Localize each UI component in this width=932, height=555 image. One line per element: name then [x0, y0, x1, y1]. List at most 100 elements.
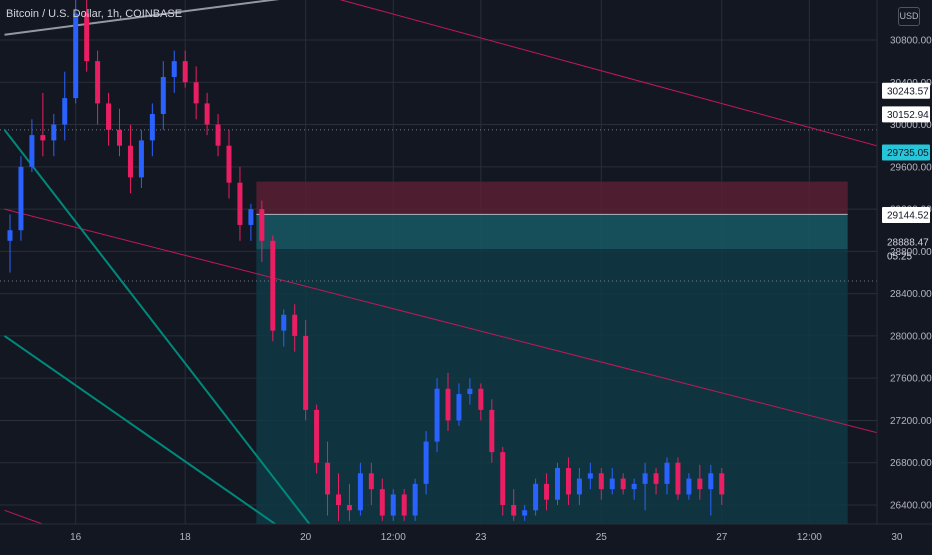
time-tick-label: 25	[596, 532, 608, 543]
candles	[7, 0, 725, 521]
candle-body	[664, 462, 670, 484]
candle-body	[149, 113, 155, 141]
time-axis[interactable]: 16 18 20 12:00 23 25 27 12:00 30	[0, 523, 932, 550]
candle-body	[412, 483, 418, 516]
candle-body	[434, 388, 440, 442]
price-tick-label: 27600.00	[890, 374, 932, 385]
candle-body	[631, 483, 637, 490]
price-tick-label: 26400.00	[890, 501, 932, 512]
candle-body	[467, 388, 473, 395]
candle-body	[259, 209, 265, 241]
take-profit-zone[interactable]	[256, 249, 848, 524]
trendline-pink[interactable]	[333, 0, 932, 172]
time-axis-bg[interactable]	[0, 524, 932, 550]
candle-body	[292, 314, 298, 336]
time-tick-label: 12:00	[797, 532, 822, 543]
candle-body	[7, 230, 13, 241]
candle-body	[489, 409, 495, 453]
candle-body	[29, 135, 35, 167]
candle-body	[642, 473, 648, 484]
candle-body	[204, 103, 210, 125]
candle-body	[719, 473, 725, 495]
candle-body	[544, 483, 550, 500]
price-tag	[882, 82, 930, 99]
candle-body	[522, 510, 528, 516]
trendline-pink[interactable]	[4, 509, 49, 527]
candle-body	[456, 394, 462, 421]
candle-body	[160, 76, 166, 114]
candle-body	[500, 452, 506, 505]
price-tag-text: 05:25	[887, 252, 912, 263]
time-tick-label: 18	[180, 532, 192, 543]
candle-body	[511, 505, 517, 516]
price-tag	[882, 106, 930, 123]
time-tick-label: 12:00	[381, 532, 406, 543]
candle-body	[303, 335, 309, 410]
price-axis[interactable]: 30800.0030400.0030000.0029600.0029200.00…	[876, 0, 932, 550]
candle-body	[609, 478, 615, 490]
price-tick-label: 27200.00	[890, 416, 932, 427]
price-tick-label: 30800.00	[890, 36, 932, 47]
trendlines[interactable]	[3, 0, 932, 527]
candle-body	[587, 473, 593, 479]
candle-body	[533, 483, 539, 511]
candle-body	[270, 240, 276, 331]
price-tag-text: 30243.57	[887, 86, 929, 97]
candle-body	[18, 166, 24, 231]
price-tick-label: 30000.00	[890, 120, 932, 131]
candle-body	[51, 124, 57, 141]
time-tick-label: 30	[891, 532, 903, 543]
price-tag-text: 30152.94	[887, 110, 929, 121]
candle-body	[193, 82, 199, 104]
candle-body	[237, 182, 243, 225]
price-tick-label: 29600.00	[890, 162, 932, 173]
candle-body	[708, 473, 714, 490]
candle-body	[697, 478, 703, 490]
time-tick-label: 20	[300, 532, 312, 543]
candle-body	[215, 124, 221, 146]
candle-body	[171, 61, 177, 77]
candle-body	[565, 468, 571, 495]
candle-body	[325, 462, 331, 495]
price-tag-text: 29735.05	[887, 148, 929, 159]
trendline-gray[interactable]	[4, 0, 290, 36]
candle-body	[95, 61, 101, 104]
candle-body	[675, 462, 681, 495]
trendline-pink[interactable]	[4, 208, 932, 457]
candle-body	[478, 388, 484, 410]
time-tick-label: 23	[475, 532, 487, 543]
candle-body	[336, 494, 341, 505]
price-tag-text: 28888.47	[887, 238, 929, 249]
price-tag	[882, 206, 930, 223]
price-tick-label: 28000.00	[890, 331, 932, 342]
candle-body	[368, 473, 374, 490]
position-tool[interactable]	[256, 181, 848, 524]
candle-body	[423, 441, 429, 484]
candle-body	[346, 505, 352, 511]
candle-body	[117, 129, 122, 146]
candle-body	[182, 61, 188, 83]
price-labels: 30243.57 30152.94 29735.05 29144.52 28888.47…	[882, 82, 930, 263]
candle-body	[73, 13, 79, 99]
candle-body	[555, 468, 560, 500]
stop-loss-zone[interactable]	[256, 181, 848, 215]
candle-body	[401, 494, 407, 516]
trendline-teal[interactable]	[3, 335, 279, 527]
target-zone-upper[interactable]	[256, 214, 848, 250]
symbol-title: Bitcoin / U.S. Dollar, 1h, COINBASE	[6, 8, 183, 20]
candle-body	[281, 314, 287, 331]
candle-body	[226, 145, 232, 183]
time-tick-label: 16	[70, 532, 82, 543]
candle-body	[138, 140, 144, 178]
candle-body	[106, 103, 112, 130]
candle-body	[445, 388, 451, 421]
currency-button[interactable]: USD	[898, 7, 920, 26]
price-tick-label: 28400.00	[890, 289, 932, 300]
candle-body	[314, 409, 320, 463]
trendline-teal[interactable]	[3, 129, 312, 527]
price-tick-label: 26800.00	[890, 458, 932, 469]
candle-body	[379, 489, 385, 516]
price-tick-label: 28800.00	[890, 247, 932, 258]
